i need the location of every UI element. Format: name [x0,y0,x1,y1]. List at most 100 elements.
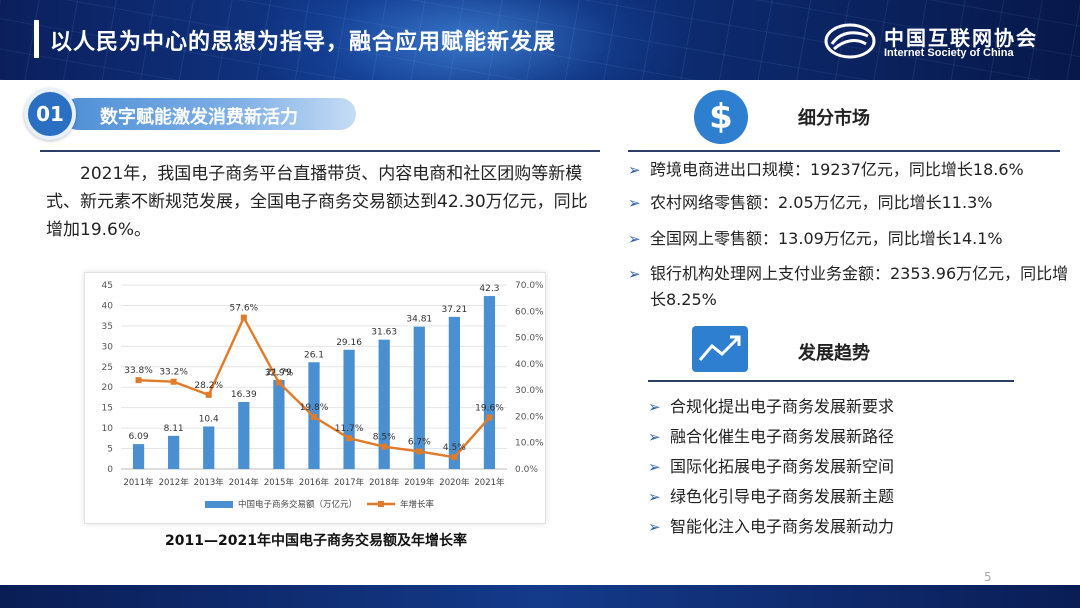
bar [448,316,460,469]
x-tick-label: 2016年 [299,477,330,488]
bar-value-label: 16.39 [231,390,257,400]
bar [132,444,145,469]
trend-heading: 发展趋势 [798,343,870,364]
legend-swatch-bar [205,501,233,508]
footer-bar [0,585,1080,608]
y-right-tick-label: 0.0% [515,465,538,475]
trend-line-icon [698,335,741,361]
x-tick-label: 2021年 [474,477,505,488]
bar-value-label: 31.63 [371,328,397,338]
dollar-sign-glyph: $ [709,97,733,137]
header-tech-pattern [0,0,1080,80]
isc-logo-icon [824,23,876,59]
legend-label-line: 年增长率 [400,499,435,510]
trend-item-text: 合规化提出电子商务发展新要求 [670,397,895,416]
x-tick-label: 2019年 [404,477,435,488]
trend-item: ➢ 国际化拓展电子商务发展新空间 [648,454,1030,480]
growth-rate-label: 19.6% [475,403,504,413]
growth-rate-label: 57.6% [230,304,259,314]
y-right-tick-label: 20.0% [515,412,544,422]
growth-rate-label: 6.7% [408,437,431,447]
legend-label-bar: 中国电子商务交易额（万亿元） [238,499,357,510]
segment-item-text: 全国网上零售额：13.09万亿元，同比增长14.1% [650,229,1003,248]
bar-value-label: 42.3 [479,284,499,294]
segment-item: ➢ 农村网络零售额：2.05万亿元，同比增长11.3% [628,190,1080,216]
growth-rate-point [311,413,317,420]
trend-item: ➢ 合规化提出电子商务发展新要求 [648,394,1030,420]
section-divider [40,150,600,152]
y-right-tick-label: 30.0% [515,386,544,396]
x-tick-label: 2013年 [194,477,225,488]
bar-value-label: 34.81 [406,315,432,325]
bar [483,296,496,469]
y-left-tick-label: 15 [102,404,113,414]
y-right-tick-label: 40.0% [515,360,544,370]
growth-rate-point [346,435,353,442]
segment-item: ➢ 全国网上零售额：13.09万亿元，同比增长14.1% [628,226,1080,252]
y-left-tick-label: 5 [107,445,113,455]
bullet-arrow-icon: ➢ [648,518,661,536]
bar [378,339,390,469]
bar [168,435,180,469]
growth-rate-point [275,379,282,386]
y-right-tick-label: 10.0% [515,439,544,449]
bar-value-label: 37.21 [441,305,467,315]
bar [273,379,285,469]
x-tick-label: 2015年 [264,477,295,488]
segment-item: ➢ 跨境电商进出口规模：19237亿元，同比增长18.6% [628,157,1080,183]
bullet-arrow-icon: ➢ [628,230,641,248]
dollar-icon [694,90,748,144]
growth-rate-point [381,443,388,450]
segment-item-text: 农村网络零售额：2.05万亿元，同比增长11.3% [650,193,993,212]
y-left-tick-label: 20 [102,383,114,393]
bar-value-label: 26.1 [304,350,324,360]
x-tick-label: 2012年 [159,477,190,488]
y-left-tick-label: 35 [102,322,113,332]
trend-item: ➢ 绿色化引导电子商务发展新主题 [648,484,1030,510]
segment-item-text: 银行机构处理网上支付业务金额：2353.96万亿元，同比增长8.25% [650,264,1069,309]
bullet-arrow-icon: ➢ [648,428,661,446]
x-tick-label: 2014年 [229,477,260,488]
trend-item: ➢ 融合化催生电子商务发展新路径 [648,424,1030,450]
bar-value-label: 6.09 [129,432,149,442]
trend-item-text: 国际化拓展电子商务发展新空间 [670,457,895,476]
bar [343,349,355,469]
bar [203,426,215,469]
header-banner: 以人民为中心的思想为指导，融合应用赋能新发展 中国互联网协会 Internet … [0,0,1080,80]
x-tick-label: 2011年 [123,477,154,488]
section-number: 01 [36,102,64,126]
x-tick-label: 2017年 [334,477,365,488]
header-accent-bar [34,20,39,58]
bar-value-label: 8.11 [164,424,184,434]
segment-item-text: 跨境电商进出口规模：19237亿元，同比增长18.6% [650,160,1024,179]
legend-marker-line [378,501,384,507]
body-paragraph: 2021年，我国电子商务平台直播带货、内容电商和社区团购等新模式、新元素不断规范… [46,164,588,240]
bullet-arrow-icon: ➢ [648,458,661,476]
bullet-arrow-icon: ➢ [628,161,641,179]
bar-value-label: 29.16 [336,338,362,348]
section-title: 数字赋能激发消费新活力 [100,107,298,128]
section-number-badge [24,88,76,140]
growth-rate-label: 33.8% [124,366,153,376]
growth-rate-point [416,448,423,455]
bar-value-label: 10.4 [199,414,219,424]
growth-rate-label: 4.5% [443,443,466,453]
trend-chart-icon [692,326,748,372]
bullet-arrow-icon: ➢ [648,398,661,416]
bullet-arrow-icon: ➢ [648,488,661,506]
page-number: 5 [984,570,992,584]
growth-rate-label: 28.2% [194,381,223,391]
bullet-arrow-icon: ➢ [628,194,641,212]
bar [238,401,250,469]
trend-divider [648,380,1014,382]
growth-rate-label: 32.9% [265,369,294,379]
trend-item-text: 绿色化引导电子商务发展新主题 [670,487,895,506]
y-left-tick-label: 25 [102,363,113,373]
growth-rate-point [486,414,493,421]
growth-rate-label: 33.2% [159,368,188,378]
segment-divider [628,150,1060,152]
growth-rate-point [205,391,212,398]
section-title-pill [62,98,356,130]
growth-rate-point [451,454,458,461]
header-glow [260,0,680,80]
